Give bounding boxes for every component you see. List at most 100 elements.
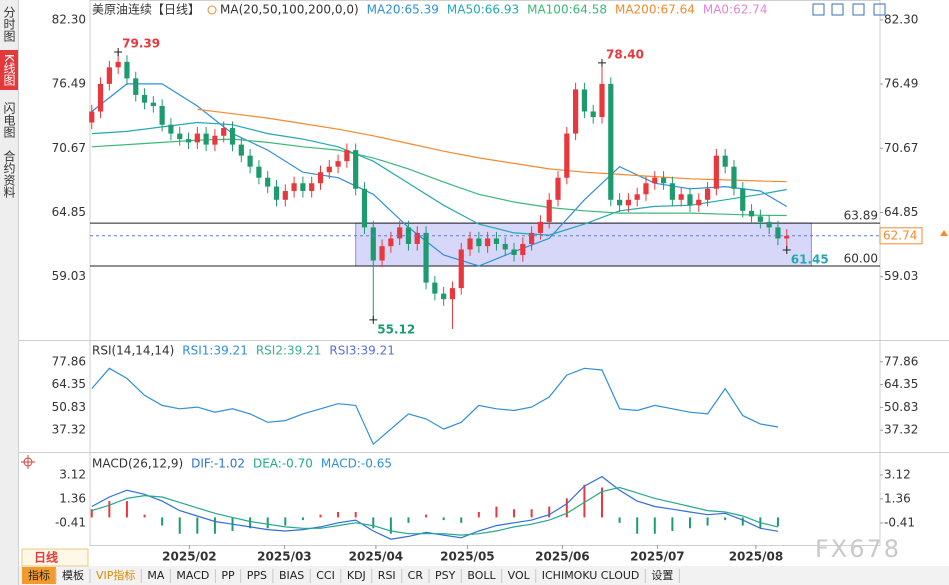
y-tick-label: 64.35 [52, 377, 86, 391]
macd-bar [108, 501, 111, 518]
toolbar-label: 设置 [651, 569, 673, 582]
candle-body [476, 238, 482, 247]
toolbar-label: KDJ [347, 569, 366, 582]
macd-bar [636, 517, 639, 534]
y-tick-label: 3.12 [59, 467, 86, 481]
candle-body [485, 238, 491, 247]
icon-button[interactable] [852, 3, 865, 16]
x-tick-label: 2025/08 [729, 550, 783, 564]
toolbar-bg [18, 566, 949, 585]
watermark: FX678 [815, 535, 901, 563]
sidebar-tab[interactable]: 闪电图 [2, 102, 16, 138]
annotation-label: 78.40 [606, 47, 644, 61]
toolbar-item[interactable]: CR [402, 567, 430, 584]
annotation-label: 79.39 [122, 36, 160, 50]
candle-body [678, 194, 684, 200]
candle-body [335, 161, 341, 167]
candle-body [757, 216, 763, 222]
sidebar: 分时图 K线图闪电图合约资料 [0, 0, 19, 585]
sidebar-tab[interactable]: 合约资料 [2, 150, 16, 198]
y-tick-label: 37.32 [884, 423, 918, 437]
toolbar-item[interactable]: 模板 [56, 567, 91, 584]
period-tab[interactable] [21, 548, 89, 567]
candle-body [344, 150, 350, 162]
macd-bar [407, 517, 410, 523]
toolbar-item[interactable]: MACD [170, 567, 216, 584]
price-arrow-icon [940, 230, 948, 236]
candle-body [643, 183, 649, 195]
toolbar-item[interactable]: VIP指标 [90, 567, 142, 584]
macd-bar [706, 517, 709, 526]
macd-bar [161, 517, 164, 526]
candle-body [203, 133, 209, 145]
candle-body [441, 293, 447, 300]
candle-body [784, 235, 790, 239]
toolbar-item[interactable]: MA [141, 567, 171, 584]
y-tick-label: 82.30 [884, 12, 918, 26]
candle-body [722, 155, 728, 167]
toolbar-item[interactable]: CCI [310, 567, 342, 584]
legend-entry: MA100:64.58 [527, 3, 607, 17]
toolbar-item[interactable]: ICHIMOKU CLOUD [536, 567, 646, 584]
toolbar-item[interactable]: PP [215, 567, 242, 584]
icon-button[interactable] [831, 3, 844, 16]
y-tick-label: 76.49 [52, 77, 86, 91]
candle-body [247, 155, 253, 167]
settings-icon[interactable] [207, 5, 217, 15]
candle-body [520, 243, 526, 255]
macd-bar [460, 517, 463, 523]
macd-bar [337, 511, 340, 518]
toolbar-item[interactable]: BIAS [273, 567, 311, 584]
candle-body [291, 183, 297, 191]
candle-body [89, 111, 95, 123]
toolbar-item[interactable]: RSI [372, 567, 403, 584]
toolbar-item[interactable]: BOLL [461, 567, 503, 584]
toolbar-label: BIAS [279, 569, 304, 582]
toolbar-item[interactable]: 指标 [22, 567, 57, 584]
candle-body [159, 105, 165, 125]
toolbar-label: MACD [176, 569, 209, 582]
candle-body [669, 183, 675, 200]
y-tick-label: 77.86 [884, 354, 918, 368]
candle-body [590, 111, 596, 118]
candle-body [599, 83, 605, 118]
candle-body [555, 177, 561, 200]
sidebar-tab[interactable]: K线图 [0, 50, 18, 90]
macd-bar [284, 517, 287, 526]
candle-body [625, 199, 631, 206]
candle-body [265, 177, 271, 187]
macd-bar [125, 501, 128, 518]
candle-body [194, 133, 200, 143]
candle-body [713, 155, 719, 189]
candle-body [616, 199, 623, 206]
toolbar-label: VOL [508, 569, 531, 582]
y-tick-label: 59.03 [884, 269, 918, 283]
sidebar-tab[interactable]: 分时图 [2, 6, 16, 42]
toolbar-item[interactable]: PSY [429, 567, 462, 584]
panel-title: RSI(14,14,14) [92, 344, 174, 358]
candle-body [282, 190, 288, 200]
crosshair-icon[interactable] [21, 455, 35, 469]
macd-bar [618, 517, 621, 523]
candle-body [379, 246, 385, 261]
toolbar-item[interactable]: 设置 [645, 567, 680, 584]
icon-button[interactable] [812, 3, 825, 16]
candle-body [537, 221, 544, 233]
y-tick-label: 59.03 [52, 269, 86, 283]
candle-body [731, 166, 737, 189]
toolbar-item[interactable]: KDJ [341, 567, 373, 584]
candle-body [766, 221, 772, 228]
candle-body [546, 199, 552, 222]
macd-bar [671, 517, 674, 531]
toolbar-label: PSY [435, 569, 456, 582]
y-tick-label: 76.49 [884, 77, 918, 91]
toolbar-item[interactable]: PPS [241, 567, 274, 584]
candle-body [740, 188, 746, 211]
x-tick-label: 2025/07 [630, 550, 684, 564]
y-tick-label: 77.86 [52, 354, 86, 368]
toolbar-item[interactable]: VOL [502, 567, 537, 584]
series-line [197, 108, 787, 183]
icon-button[interactable] [873, 3, 886, 16]
